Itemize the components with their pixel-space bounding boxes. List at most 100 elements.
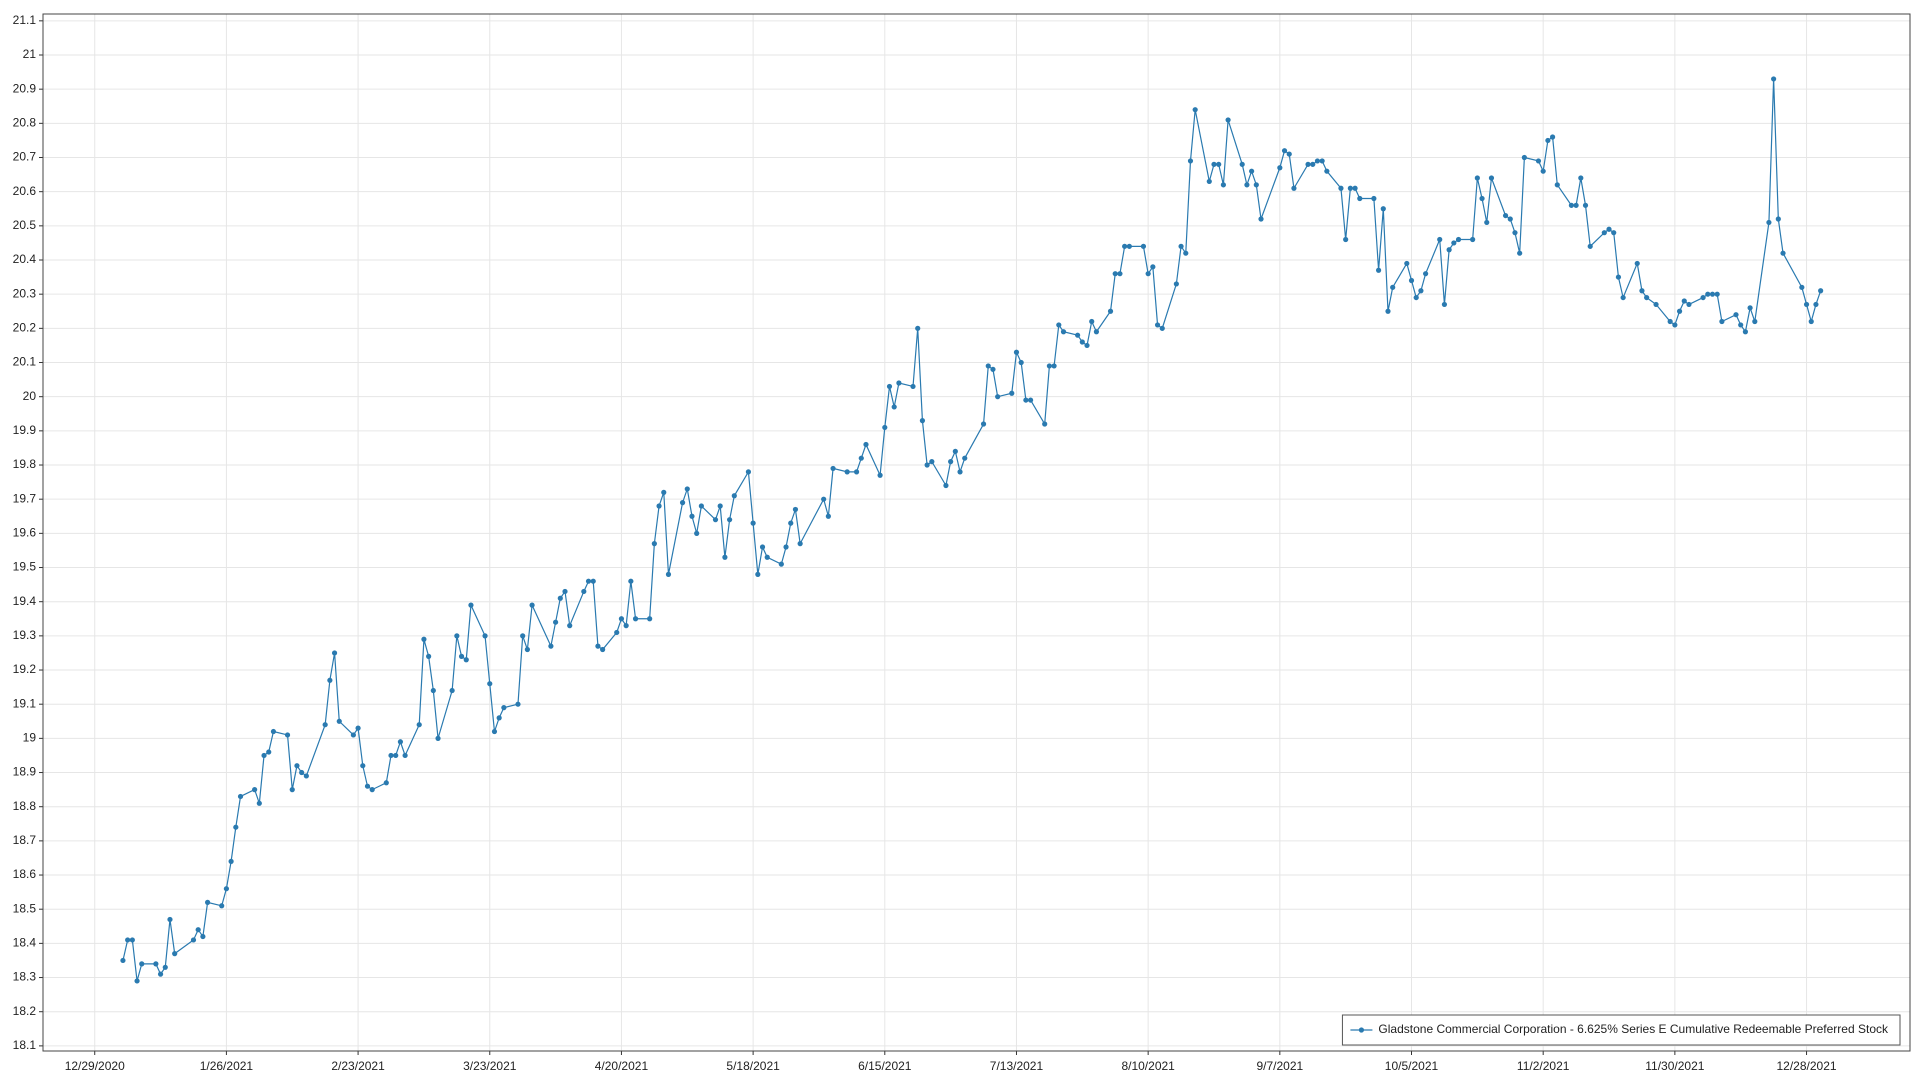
data-point	[1733, 312, 1739, 318]
data-point	[1775, 216, 1781, 222]
y-tick-label: 21	[23, 47, 37, 61]
data-point	[1799, 284, 1805, 290]
y-tick-label: 20	[23, 389, 37, 403]
data-point	[797, 541, 803, 547]
data-point	[882, 424, 888, 431]
data-point	[910, 383, 916, 390]
data-point	[1437, 236, 1443, 243]
data-point	[1535, 158, 1542, 164]
data-point	[1620, 294, 1626, 301]
data-point	[600, 646, 606, 653]
y-tick-label: 18.2	[13, 1004, 37, 1018]
data-point	[821, 496, 827, 502]
y-tick-label: 20.2	[13, 321, 37, 335]
y-tick-label: 20.8	[13, 116, 37, 130]
data-point	[1310, 161, 1316, 167]
data-point	[223, 886, 230, 892]
data-point	[1554, 182, 1560, 188]
data-point	[712, 517, 719, 523]
legend-swatch-marker	[1358, 1027, 1365, 1033]
data-point	[647, 616, 653, 622]
data-point	[520, 633, 526, 639]
data-point	[1084, 342, 1090, 349]
data-point	[435, 735, 441, 741]
data-point	[200, 933, 206, 940]
data-point	[1291, 185, 1297, 191]
data-point	[237, 793, 244, 800]
data-point	[270, 728, 277, 735]
data-point	[331, 650, 338, 656]
axes: 18.1 18.2 18.3 18.4 18.5 18.6 18.7 18.8 18.9 19 19…	[13, 13, 1911, 1073]
data-point	[1507, 216, 1513, 222]
data-point	[1258, 216, 1264, 222]
data-point	[1286, 151, 1292, 157]
data-point	[1107, 308, 1114, 314]
data-point	[1686, 301, 1692, 308]
x-tick-label: 4/20/2021	[595, 1059, 649, 1073]
data-point	[529, 602, 535, 608]
data-point	[172, 951, 178, 957]
data-point	[665, 571, 672, 577]
data-point	[524, 646, 530, 653]
y-tick-label: 20.1	[13, 355, 37, 369]
data-point	[553, 619, 559, 625]
data-point	[1808, 318, 1814, 325]
data-point	[618, 616, 625, 622]
data-point	[1771, 76, 1777, 82]
x-tick-label: 1/26/2021	[200, 1059, 254, 1073]
data-point	[294, 763, 300, 769]
legend-box: Gladstone Commercial Corporation - 6.625…	[1341, 1014, 1901, 1046]
data-point	[1244, 182, 1250, 188]
data-point	[496, 715, 502, 721]
data-point	[1089, 318, 1095, 325]
data-point	[1150, 264, 1156, 270]
x-tick-label: 11/30/2021	[1645, 1059, 1704, 1073]
data-point	[1667, 318, 1673, 325]
data-point	[924, 462, 930, 468]
data-point	[1013, 349, 1020, 355]
y-tick-label: 18.4	[13, 936, 37, 950]
y-tick-label: 20.7	[13, 150, 37, 164]
x-tick-label: 7/13/2021	[990, 1059, 1044, 1073]
data-point	[350, 732, 356, 738]
data-point	[929, 459, 935, 465]
data-point	[134, 978, 140, 984]
data-point	[1319, 158, 1325, 164]
data-point	[567, 623, 573, 629]
data-point	[388, 752, 394, 759]
data-point	[1709, 291, 1716, 297]
data-point	[952, 448, 958, 454]
data-point	[289, 787, 295, 793]
data-point	[190, 937, 197, 943]
data-point	[764, 554, 770, 560]
data-point	[825, 513, 831, 519]
data-point	[863, 441, 869, 448]
y-tick-label: 20.6	[13, 184, 37, 198]
data-point	[1615, 274, 1622, 280]
data-point	[717, 503, 723, 509]
data-point	[1752, 318, 1758, 325]
data-point	[1187, 158, 1194, 164]
data-point	[1253, 182, 1259, 188]
x-tick-label: 2/23/2021	[331, 1059, 385, 1073]
data-point	[322, 722, 328, 728]
data-point	[661, 489, 667, 495]
data-point	[228, 858, 234, 864]
grid	[43, 14, 1910, 1051]
y-tick-label: 21.1	[13, 13, 37, 27]
data-point	[1173, 281, 1179, 287]
data-point	[632, 616, 639, 622]
data-point	[759, 544, 766, 550]
data-point	[1371, 195, 1377, 202]
data-point	[153, 961, 159, 967]
data-point	[1502, 212, 1509, 219]
data-point	[1159, 325, 1165, 331]
y-tick-label: 19.5	[13, 560, 37, 574]
data-point	[482, 633, 488, 639]
data-point	[1178, 243, 1184, 249]
data-point	[1220, 182, 1226, 188]
data-point	[1122, 243, 1128, 249]
data-point	[614, 629, 620, 636]
data-point	[491, 728, 498, 735]
y-tick-label: 18.3	[13, 970, 37, 984]
